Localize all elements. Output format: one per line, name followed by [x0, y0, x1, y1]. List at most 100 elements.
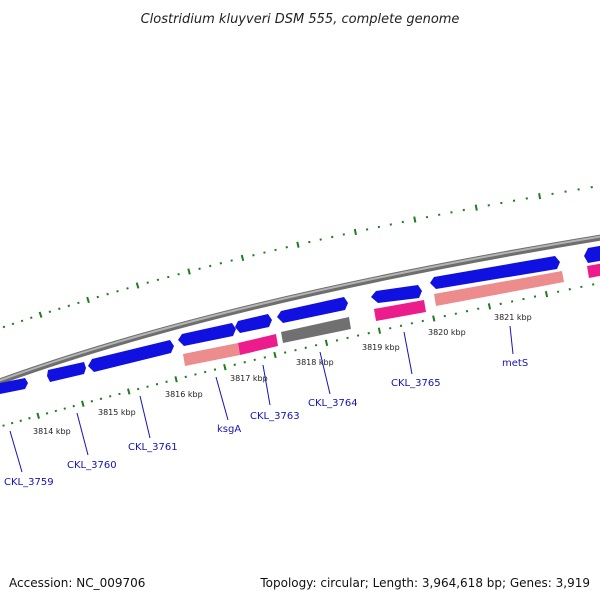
rrna-feature[interactable]: [238, 334, 278, 355]
rrna-feature[interactable]: [434, 271, 564, 306]
gene-label-mets[interactable]: metS: [502, 358, 528, 369]
scale-tick: [474, 204, 478, 211]
genome-summary: Topology: circular; Length: 3,964,618 bp…: [259, 576, 590, 590]
scale-tick: [77, 301, 80, 305]
forward-strand-features: [0, 244, 600, 395]
scale-tick: [146, 281, 149, 284]
kbp-label: 3821 kbp: [494, 313, 532, 322]
inner-tick-ring: [2, 283, 595, 427]
scale-tick: [19, 419, 22, 422]
scale-tick: [86, 296, 90, 304]
kbp-label: 3820 kbp: [428, 328, 466, 337]
rna-features: [183, 262, 600, 366]
gene-label-ckl-3760[interactable]: CKL_3760: [67, 460, 117, 471]
scale-tick: [146, 385, 149, 388]
gene-feature-cds[interactable]: [235, 314, 272, 333]
scale-tick: [136, 387, 140, 391]
scale-tick: [198, 267, 201, 270]
scale-tick: [126, 287, 129, 290]
scale-tick: [294, 348, 297, 352]
scale-tick: [54, 409, 58, 413]
gene-feature-cds[interactable]: [584, 244, 600, 263]
kbp-label: 3815 kbp: [98, 408, 136, 417]
scale-tick: [177, 272, 180, 276]
scale-tick: [10, 421, 14, 425]
gene-label-ckl-3765[interactable]: CKL_3765: [391, 378, 441, 389]
scale-tick: [38, 311, 43, 318]
kbp-label: 3818 kbp: [296, 358, 334, 367]
gene-label-ckl-3759[interactable]: CKL_3759: [4, 477, 54, 488]
outer-tick-ring: [2, 186, 593, 329]
gene-feature-cds[interactable]: [277, 297, 348, 323]
scale-tick: [135, 282, 140, 289]
scale-tick: [230, 259, 233, 262]
scale-tick: [377, 327, 382, 334]
scale-tick: [273, 351, 277, 359]
scale-tick: [233, 363, 236, 366]
rrna-feature[interactable]: [183, 343, 240, 366]
scale-tick: [568, 288, 571, 291]
scale-tick: [20, 319, 24, 323]
kbp-label: 3819 kbp: [362, 343, 400, 352]
gene-feature-cds[interactable]: [371, 285, 422, 303]
scale-tick: [187, 268, 191, 275]
scale-tick: [127, 388, 131, 395]
gene-label-ckl-3763[interactable]: CKL_3763: [250, 411, 300, 422]
scale-tick: [174, 376, 178, 383]
scale-tick: [253, 358, 256, 362]
pseudo-feature[interactable]: [281, 317, 351, 343]
scale-tick: [367, 331, 370, 335]
scale-tick: [108, 395, 112, 398]
gene-feature-cds[interactable]: [88, 340, 174, 372]
scale-tick: [2, 424, 5, 427]
scale-tick: [184, 375, 187, 379]
genome-backbone: [0, 234, 600, 385]
rrna-feature[interactable]: [587, 262, 600, 278]
gene-feature-cds[interactable]: [178, 323, 236, 346]
gene-label-ckl-3761[interactable]: CKL_3761: [128, 442, 178, 453]
scale-tick: [499, 302, 502, 306]
scale-tick: [45, 412, 49, 415]
scale-tick: [413, 216, 417, 223]
scale-tick: [252, 254, 255, 257]
kbp-scale: 3814 kbp 3815 kbp 3816 kbp 3817 kbp 3818…: [33, 313, 532, 436]
scale-tick: [72, 404, 75, 408]
scale-tick: [410, 322, 414, 325]
gene-label-ckl-3764[interactable]: CKL_3764: [308, 398, 358, 409]
scale-tick: [99, 397, 103, 401]
gene-labels: CKL_3759 CKL_3760 CKL_3761 ksgA CKL_3763…: [4, 325, 528, 488]
kbp-label: 3814 kbp: [33, 427, 71, 436]
scale-tick: [63, 407, 66, 410]
scale-tick: [11, 322, 15, 326]
scale-tick: [165, 380, 168, 383]
scale-tick: [118, 392, 121, 396]
scale-tick: [274, 248, 277, 252]
rrna-feature[interactable]: [374, 300, 426, 321]
scale-tick: [296, 241, 300, 248]
scale-tick: [487, 303, 492, 310]
gene-feature-cds[interactable]: [47, 362, 86, 382]
scale-tick: [156, 278, 160, 282]
scale-tick: [324, 339, 329, 347]
scale-tick: [48, 310, 52, 314]
scale-tick: [116, 289, 119, 293]
scale-tick: [30, 316, 33, 320]
scale-tick: [243, 361, 246, 364]
gene-label-ksga[interactable]: ksgA: [217, 424, 241, 435]
map-title: Clostridium kluyveri DSM 555, complete g…: [141, 12, 460, 27]
scale-tick: [28, 417, 31, 420]
scale-tick: [263, 251, 266, 254]
scale-tick: [2, 325, 6, 329]
scale-tick: [346, 336, 349, 340]
scale-tick: [304, 346, 307, 349]
scale-tick: [58, 307, 61, 311]
scale-tick: [544, 291, 549, 298]
gene-feature-cds[interactable]: [0, 378, 28, 395]
scale-tick: [240, 254, 245, 262]
gene-feature-cds[interactable]: [430, 256, 560, 289]
accession: Accession: NC_009706: [9, 576, 145, 590]
scale-tick: [538, 193, 542, 200]
scale-tick: [432, 315, 436, 322]
scale-tick: [223, 364, 227, 371]
